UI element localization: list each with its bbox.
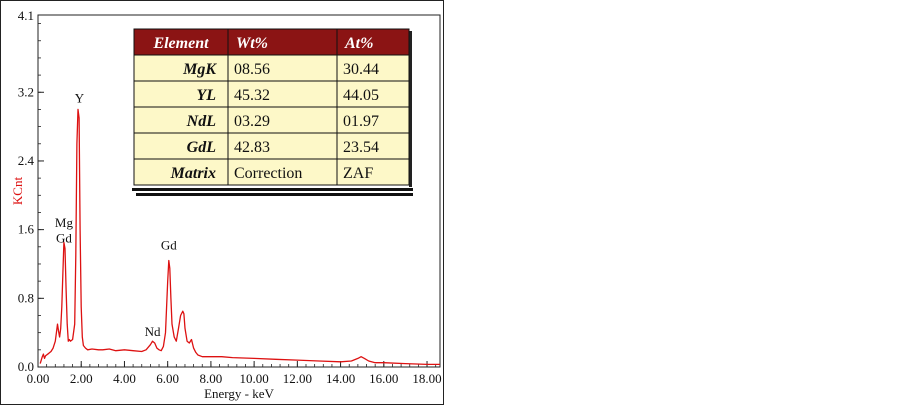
table-element-name: NdL	[186, 113, 217, 130]
table-underline	[136, 193, 413, 196]
table-value: 44.05	[343, 87, 379, 104]
table-cell	[227, 80, 338, 108]
table-header-text: Element	[152, 35, 209, 52]
table-element-name: Matrix	[170, 165, 216, 182]
table-shadow	[409, 31, 412, 187]
peak-label: Gd	[56, 231, 72, 246]
table-value: 45.32	[234, 87, 270, 104]
y-axis: 0.0 0.8 1.6 2.4 3.2 4.1	[18, 8, 44, 374]
y-tick-label: 1.6	[18, 222, 35, 237]
peak-label: Mg	[55, 215, 74, 230]
table-cell	[336, 158, 410, 186]
table-cell	[133, 80, 229, 108]
table-element-name: GdL	[187, 139, 217, 156]
table-element-name: MgK	[182, 61, 217, 78]
x-tick-label: 2.00	[70, 371, 93, 386]
table-header-cell	[227, 28, 338, 56]
table-element-name: YL	[196, 87, 216, 104]
series-layer	[39, 108, 440, 366]
table-value: 42.83	[234, 139, 270, 156]
peak-label: Nd	[145, 324, 161, 339]
y-tick-label: 3.2	[18, 84, 34, 99]
table-value: 08.56	[234, 61, 270, 78]
x-tick-label: 16.00	[369, 371, 398, 386]
x-tick-label: 18.00	[412, 371, 441, 386]
x-tick-label: 6.00	[156, 371, 179, 386]
table-cell	[133, 158, 229, 186]
peak-label: Gd	[161, 237, 177, 252]
table-value: ZAF	[343, 165, 373, 182]
table-cell	[227, 158, 338, 186]
x-tick-label: 4.00	[113, 371, 136, 386]
x-tick-label: 8.00	[200, 371, 223, 386]
y-tick-label: 4.1	[18, 8, 34, 23]
x-tick-label: 10.00	[240, 371, 269, 386]
table-value: 23.54	[343, 139, 379, 156]
table-value: Correction	[234, 165, 302, 182]
table-cell	[336, 132, 410, 160]
peak-label: Y	[75, 91, 85, 106]
table-value: 01.97	[343, 113, 379, 130]
x-tick-label: 0.00	[27, 371, 50, 386]
table-underline	[132, 188, 413, 191]
table-cell	[133, 132, 229, 160]
y-tick-label: 2.4	[18, 153, 35, 168]
composition-table: Element Wt% At% MgK 08.56 30.44 YL 45.32 44.05 Nd…	[132, 28, 413, 196]
x-tick-label: 12.00	[283, 371, 312, 386]
table-header-text: At%	[344, 35, 373, 52]
table-cell	[227, 106, 338, 134]
x-axis-title: Energy - keV	[204, 386, 274, 401]
table-cell	[227, 132, 338, 160]
y-tick-label: 0.8	[18, 290, 34, 305]
y-tick-label: 0.0	[18, 359, 34, 374]
spectrum-line	[39, 108, 440, 366]
table-header-text: Wt%	[236, 35, 268, 52]
y-axis-title: KCnt	[10, 177, 25, 206]
table-value: 03.29	[234, 113, 270, 130]
x-tick-label: 14.00	[326, 371, 355, 386]
table-value: 30.44	[343, 61, 379, 78]
x-axis: 0.00 2.00 4.00 6.00 8.00 10.00 12.00 14.00 16.00…	[27, 361, 442, 386]
